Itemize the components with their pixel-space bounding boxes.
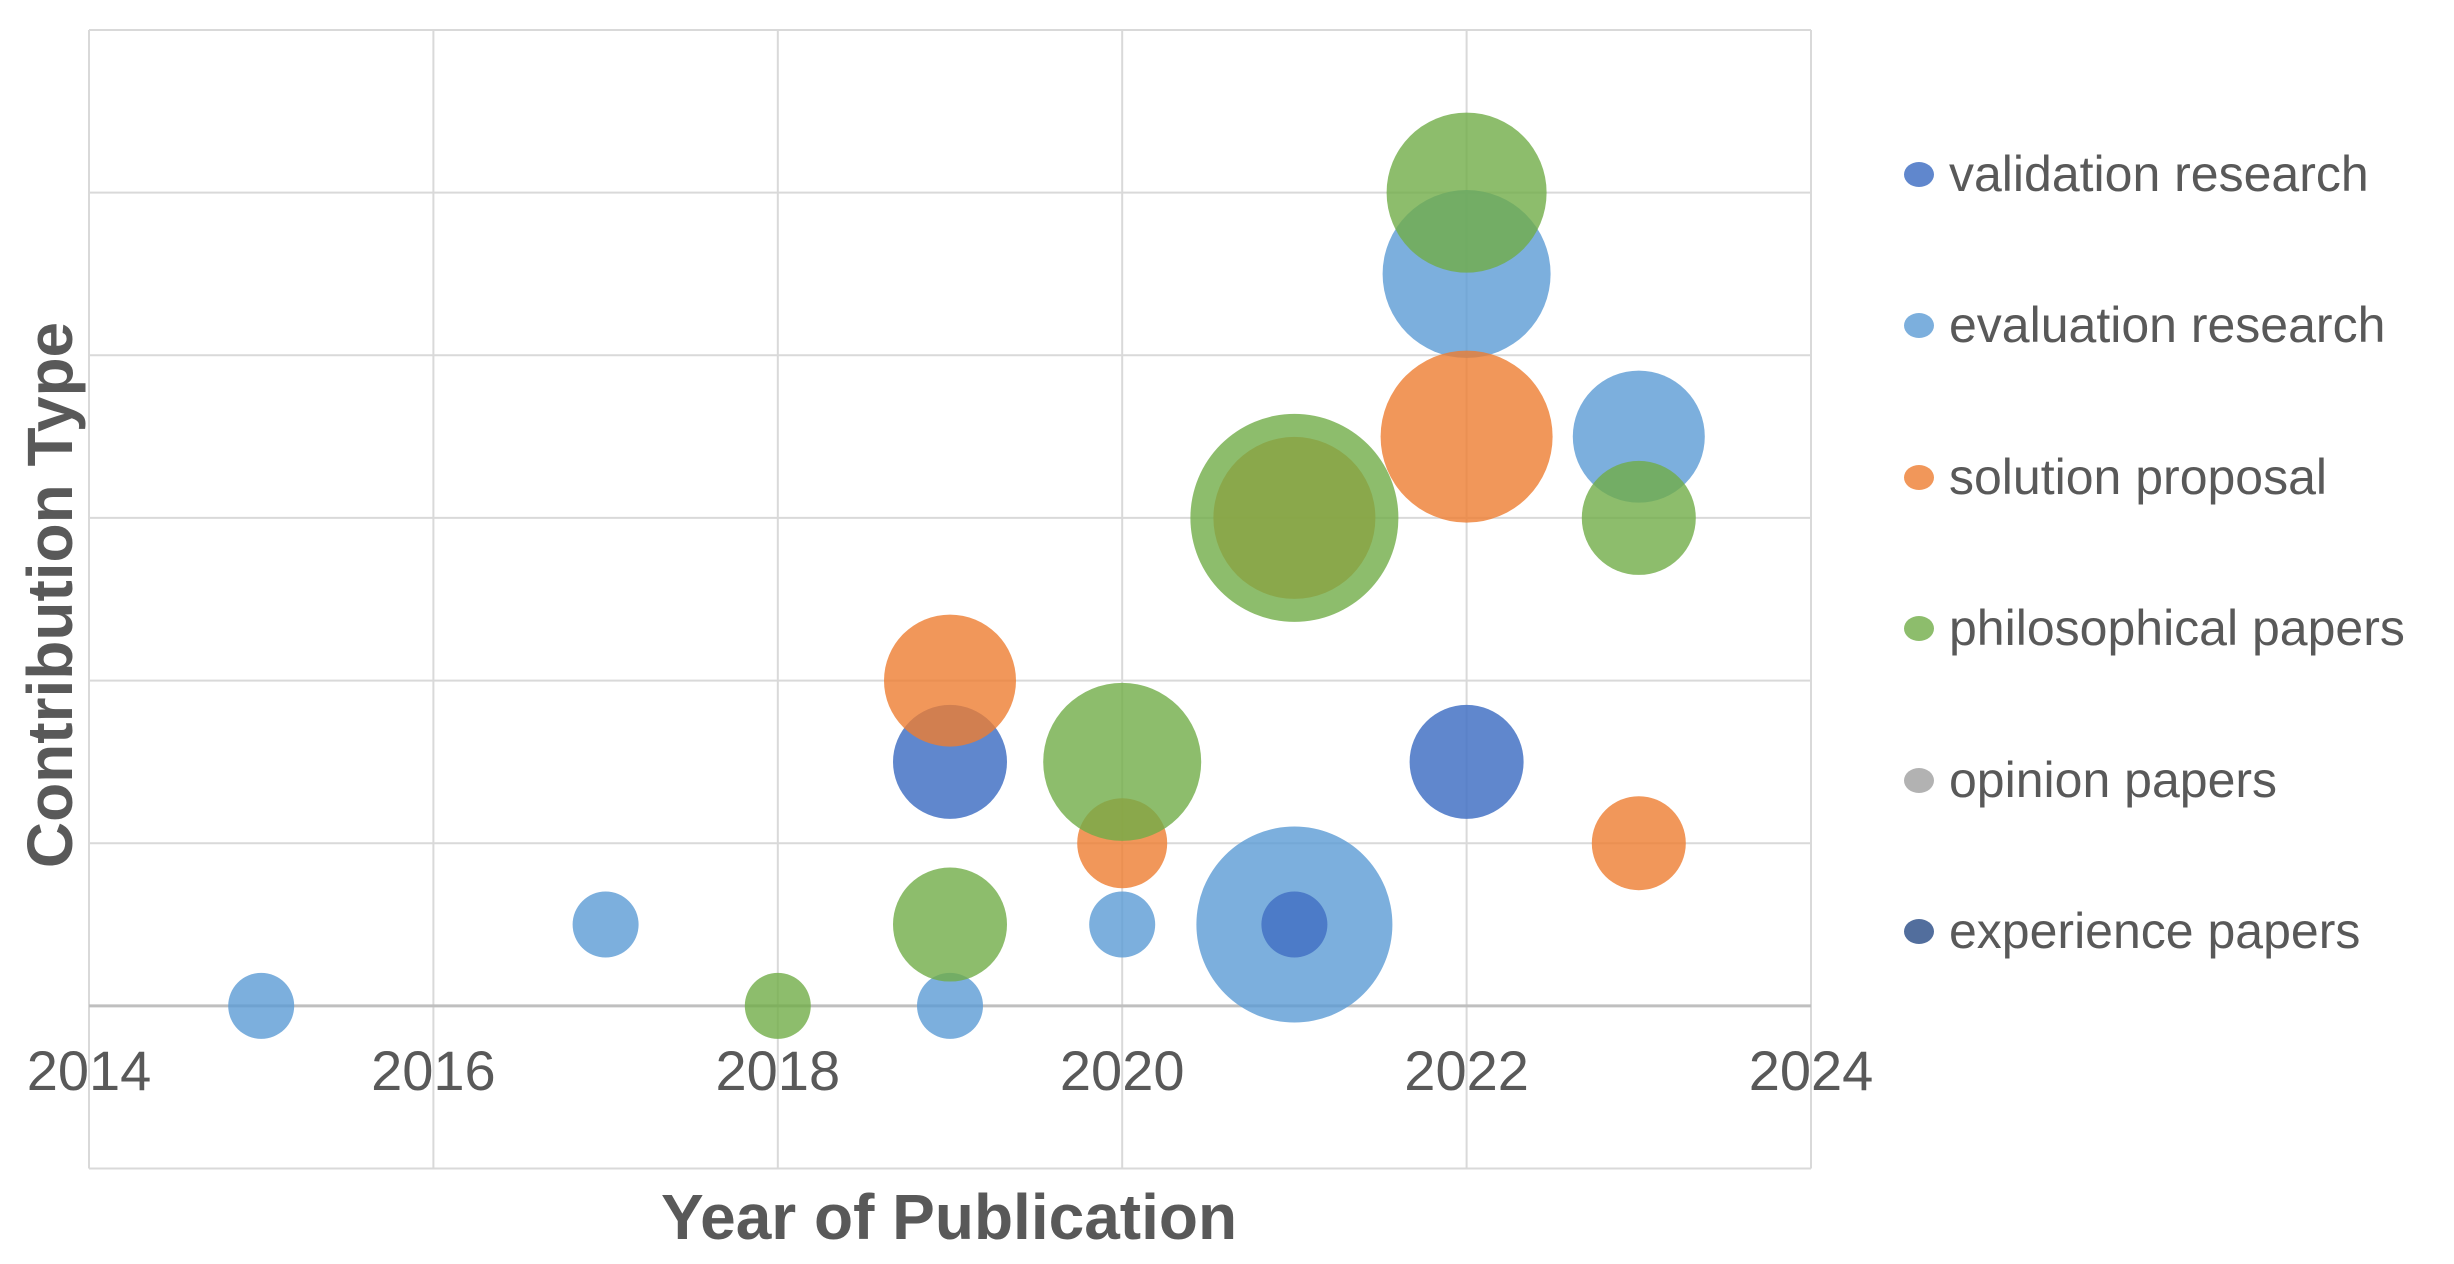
bubble-evaluation-research-2019 [917,972,983,1039]
bubble-evaluation-research-2020 [1089,891,1156,958]
bubble-philosophical-papers-2023 [1581,460,1696,575]
x-tick-2020: 2020 [1059,1039,1185,1102]
bubble-philosophical-papers-2018 [744,972,811,1039]
y-axis-title: Contribution Type [14,321,86,869]
bubble-evaluation-research-2017 [572,891,639,958]
x-tick-2024: 2024 [1748,1039,1874,1102]
bubble-philosophical-papers-2020 [1043,682,1202,841]
bubble-evaluation-research-2015 [228,972,295,1039]
bubble-evaluation-research-2023 [1572,370,1705,503]
x-tick-2016: 2016 [371,1039,496,1102]
bubble-solution-proposal-2023 [1591,796,1686,891]
bubble-solution-proposal-2019 [884,614,1016,747]
x-tick-2018: 2018 [715,1039,841,1102]
bubble-validation-research-2022 [1409,704,1524,819]
x-tick-2014: 2014 [26,1039,152,1102]
bubble-solution-proposal-2022 [1380,350,1553,523]
bubble-philosophical-papers-2019 [893,867,1007,982]
bubble-philosophical-papers-2022 [1386,112,1547,273]
bubble-philosophical-papers-2021 [1190,413,1399,622]
bubble-validation-research-2021 [1261,891,1328,958]
x-tick-2022: 2022 [1404,1039,1529,1102]
x-axis-title: Year of Publication [660,1181,1238,1253]
